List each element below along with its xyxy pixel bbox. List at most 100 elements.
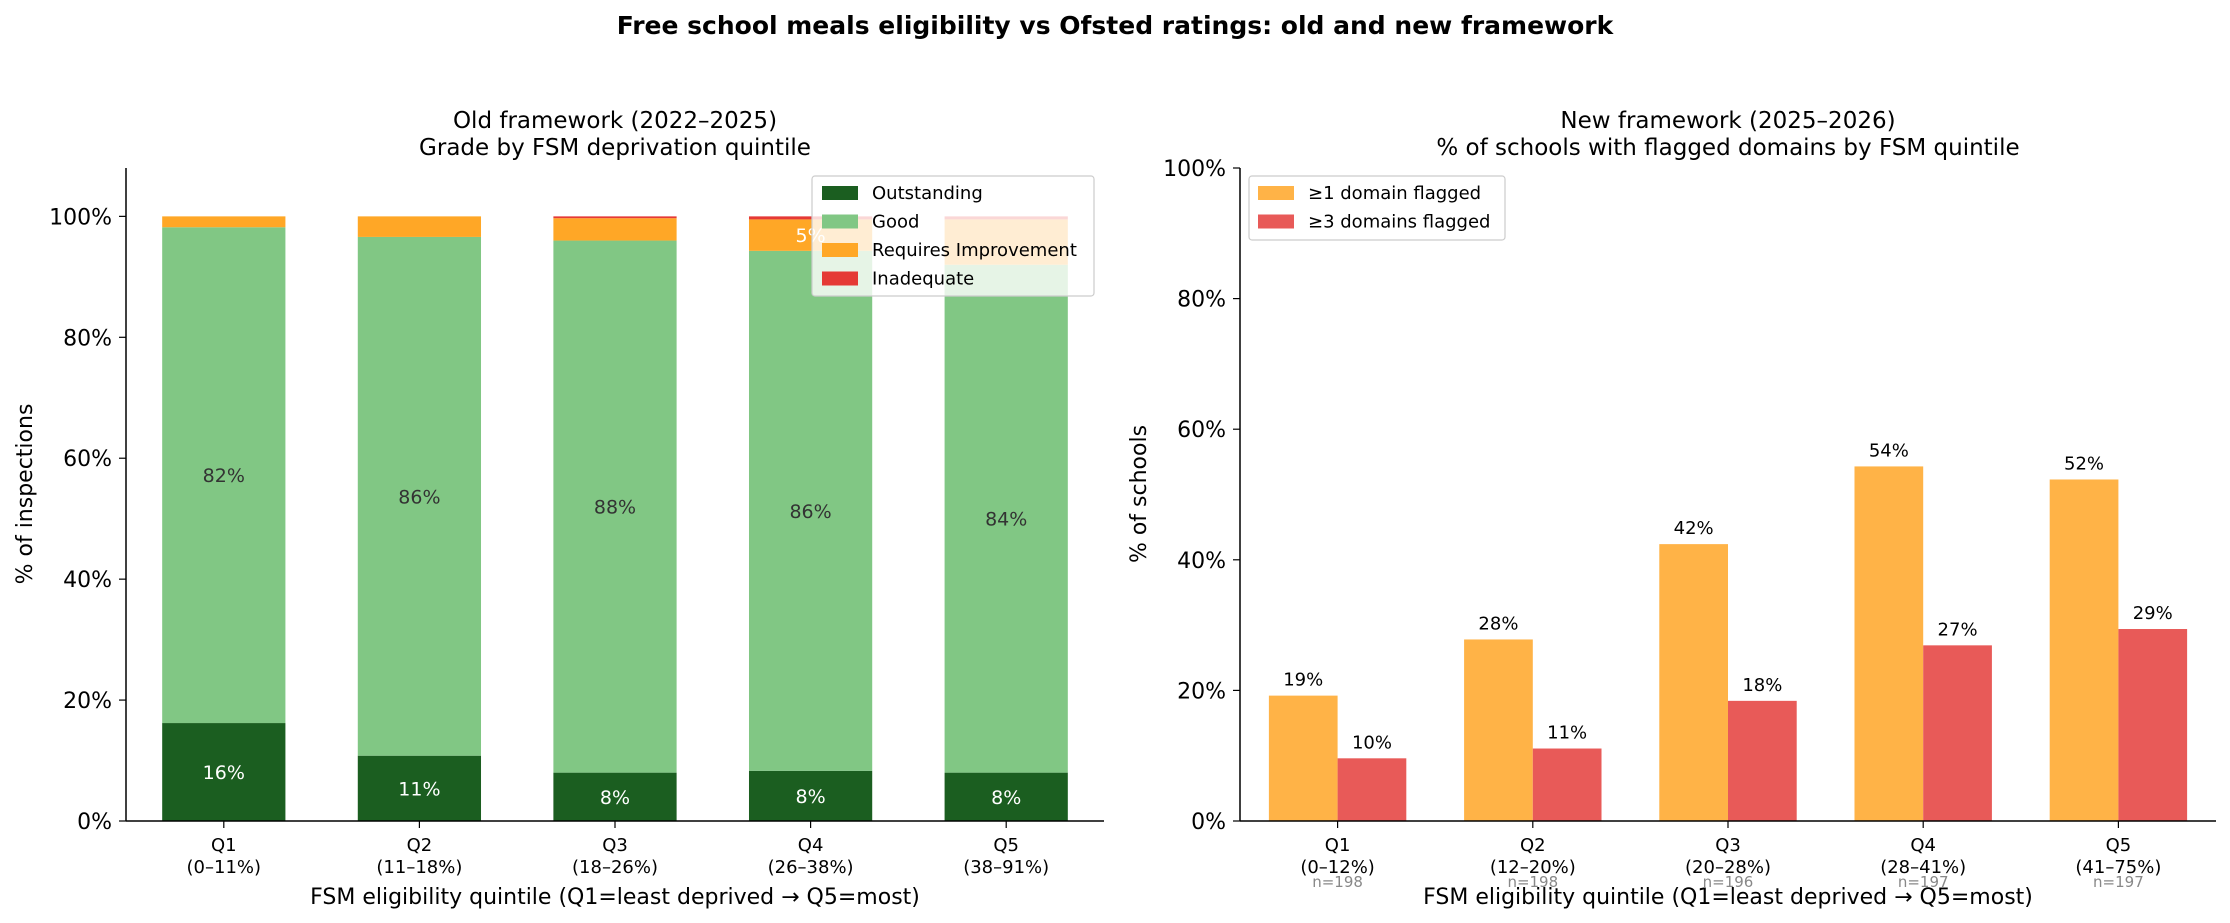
left-y-axis-label: % of inspections <box>13 404 38 585</box>
legend-label: Outstanding <box>872 183 983 204</box>
y-tick-label: 60% <box>63 447 112 472</box>
bar-three-domains-flagged <box>1923 645 1992 821</box>
old-framework-chart: Old framework (2022–2025) Grade by FSM d… <box>13 108 1104 910</box>
y-tick-label: 0% <box>77 810 112 835</box>
bar-value-label: 27% <box>1938 619 1978 640</box>
x-tick-label: Q2 <box>1520 835 1546 856</box>
bar-value-label: 54% <box>1869 440 1909 461</box>
bar-segment-requires-improvement <box>162 216 286 228</box>
bar-value-label: 28% <box>1478 613 1518 634</box>
segment-value-label: 84% <box>985 509 1027 531</box>
y-tick-label: 0% <box>1191 810 1226 835</box>
bar-value-label: 19% <box>1283 670 1323 691</box>
left-chart-subtitle: Grade by FSM deprivation quintile <box>419 135 811 161</box>
legend-swatch <box>1258 186 1294 200</box>
y-tick-label: 100% <box>1163 157 1226 182</box>
y-tick-label: 20% <box>63 689 112 714</box>
legend-label: Requires Improvement <box>872 240 1077 261</box>
x-tick-range: (38–91%) <box>963 857 1049 878</box>
bar-segment-good <box>944 264 1068 773</box>
bar-segment-inadequate <box>553 216 677 219</box>
left-x-axis-label: FSM eligibility quintile (Q1=least depri… <box>310 885 920 910</box>
bar-three-domains-flagged <box>1337 758 1407 821</box>
segment-value-label: 82% <box>203 465 245 487</box>
x-tick-range: (28–41%) <box>1880 857 1966 878</box>
legend-label: Good <box>872 212 919 233</box>
bar-one-domain-flagged <box>1659 544 1728 821</box>
x-tick-range: (0–11%) <box>187 857 262 878</box>
bar-segment-outstanding <box>162 723 286 821</box>
figure-title: Free school meals eligibility vs Ofsted … <box>617 11 1615 40</box>
segment-value-label: 8% <box>991 787 1021 809</box>
bar-value-label: 18% <box>1742 675 1782 696</box>
legend-label: ≥3 domains flagged <box>1308 212 1491 233</box>
segment-value-label: 16% <box>203 762 245 784</box>
right-chart-subtitle: % of schools with flagged domains by FSM… <box>1436 135 2019 161</box>
x-tick-count: n=198 <box>1312 873 1363 891</box>
bar-value-label: 52% <box>2064 453 2104 474</box>
x-tick-range: (18–26%) <box>572 857 658 878</box>
right-legend-frame <box>1248 175 1506 241</box>
y-tick-label: 60% <box>1177 418 1226 443</box>
x-tick-label: Q2 <box>407 835 433 856</box>
segment-value-label: 8% <box>600 787 630 809</box>
y-tick-label: 80% <box>1177 288 1226 313</box>
x-tick-count: n=198 <box>1507 873 1558 891</box>
x-tick-range: (26–38%) <box>768 857 854 878</box>
right-y-axis-label: % of schools <box>1127 425 1152 563</box>
left-legend-frame <box>811 175 1095 297</box>
bar-segment-requires-improvement <box>553 218 677 241</box>
bar-one-domain-flagged <box>2049 479 2119 821</box>
x-tick-label: Q4 <box>798 835 824 856</box>
x-tick-label: Q5 <box>993 835 1019 856</box>
bar-segment-outstanding <box>944 772 1068 821</box>
legend-label: Inadequate <box>872 269 974 290</box>
bar-segment-good <box>357 236 482 756</box>
bar-three-domains-flagged <box>2118 629 2188 821</box>
x-tick-label: Q1 <box>211 835 237 856</box>
x-tick-label: Q3 <box>602 835 628 856</box>
bar-three-domains-flagged <box>1728 700 1797 821</box>
segment-value-label: 11% <box>398 778 440 800</box>
x-tick-range: (11–18%) <box>376 857 462 878</box>
new-framework-chart: New framework (2025–2026) % of schools w… <box>1127 108 2216 910</box>
y-tick-label: 40% <box>63 568 112 593</box>
legend-swatch <box>1258 214 1294 229</box>
segment-value-label: 88% <box>594 497 636 519</box>
right-legend: ≥1 domain flagged ≥3 domains flagged <box>1248 175 1506 241</box>
bar-segment-outstanding <box>748 770 873 821</box>
x-tick-range: (0–12%) <box>1300 857 1375 878</box>
bar-one-domain-flagged <box>1268 695 1338 821</box>
legend-swatch <box>822 271 858 286</box>
x-tick-label: Q1 <box>1325 835 1351 856</box>
left-legend: Outstanding Good Requires Improvement Inade… <box>811 175 1095 297</box>
x-tick-count: n=196 <box>1703 873 1754 891</box>
bar-value-label: 42% <box>1674 518 1714 539</box>
bar-three-domains-flagged <box>1532 748 1602 821</box>
bar-segment-inadequate <box>748 216 873 220</box>
x-tick-range: (12–20%) <box>1490 857 1576 878</box>
legend-swatch <box>822 186 858 200</box>
legend-swatch <box>822 214 858 229</box>
legend-label: ≥1 domain flagged <box>1308 183 1481 204</box>
x-tick-count: n=197 <box>1898 873 1949 891</box>
x-tick-count: n=197 <box>2093 873 2144 891</box>
x-tick-label: Q5 <box>2106 835 2132 856</box>
y-tick-label: 100% <box>49 205 112 230</box>
bar-value-label: 29% <box>2133 603 2173 624</box>
legend-swatch <box>822 243 858 257</box>
left-chart-title: Old framework (2022–2025) <box>453 108 777 134</box>
x-tick-range: (41–75%) <box>2075 857 2161 878</box>
bar-segment-good <box>748 250 873 771</box>
bar-value-label: 10% <box>1352 732 1392 753</box>
bar-one-domain-flagged <box>1854 466 1924 821</box>
x-tick-label: Q3 <box>1715 835 1741 856</box>
segment-value-label: 86% <box>789 501 831 523</box>
y-tick-label: 20% <box>1177 679 1226 704</box>
bar-segment-good <box>162 227 286 724</box>
segment-value-label: 8% <box>796 786 826 808</box>
right-chart-title: New framework (2025–2026) <box>1560 108 1895 134</box>
y-tick-label: 40% <box>1177 549 1226 574</box>
x-tick-range: (20–28%) <box>1685 857 1771 878</box>
